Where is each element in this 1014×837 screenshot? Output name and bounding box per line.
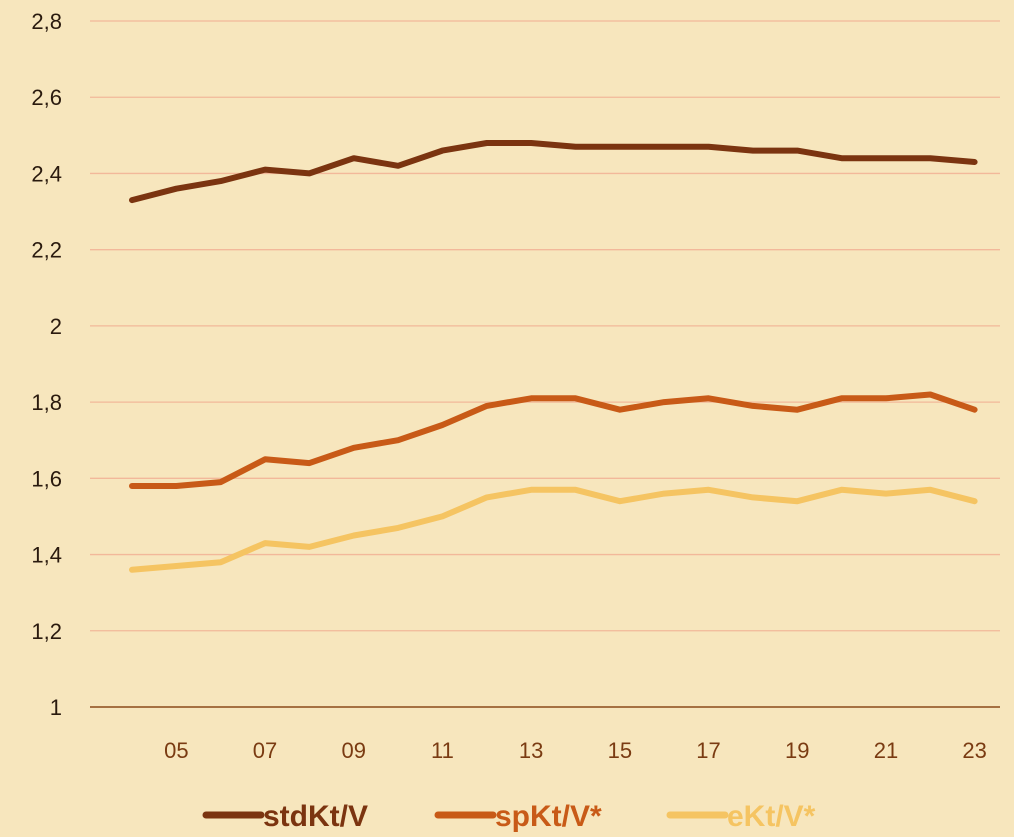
x-tick-label: 15	[608, 738, 632, 763]
y-tick-label: 2,4	[31, 161, 62, 186]
legend: stdKt/V spKt/V* eKt/V*	[202, 800, 816, 833]
series-line-ekt-v	[129, 486, 978, 573]
x-tick-label: 19	[785, 738, 809, 763]
legend-item: eKt/V*	[666, 800, 816, 833]
y-tick-label: 1,2	[31, 619, 62, 644]
x-tick-label: 13	[519, 738, 543, 763]
x-tick-label: 07	[253, 738, 277, 763]
y-tick-label: 1	[50, 695, 62, 720]
legend-label: eKt/V*	[727, 800, 816, 833]
x-tick-label: 17	[696, 738, 720, 763]
y-tick-label: 1,6	[31, 466, 62, 491]
series-line-spkt-v	[129, 391, 978, 489]
x-tick-label: 09	[342, 738, 366, 763]
y-axis-tick-labels: 1 1,2 1,4 1,6 1,8 2 2,2 2,4 2,6 2,8	[31, 9, 62, 720]
legend-item: stdKt/V	[202, 800, 368, 833]
series-lines	[129, 140, 978, 573]
x-tick-label: 21	[874, 738, 898, 763]
x-axis-tick-labels: 05 07 09 11 13 15 17 19 21 23	[164, 738, 987, 763]
series-line-stdkt-v	[129, 140, 978, 204]
x-tick-label: 05	[164, 738, 188, 763]
gridlines	[90, 20, 1000, 632]
y-tick-label: 2,8	[31, 9, 62, 34]
legend-label: spKt/V*	[495, 800, 602, 833]
x-tick-label: 23	[962, 738, 986, 763]
x-tick-label: 11	[431, 738, 454, 763]
y-tick-label: 1,4	[31, 543, 62, 568]
y-tick-label: 2,6	[31, 85, 62, 110]
y-tick-label: 1,8	[31, 390, 62, 415]
y-tick-label: 2,2	[31, 238, 62, 263]
legend-item: spKt/V*	[434, 800, 602, 833]
legend-label: stdKt/V	[263, 800, 368, 833]
y-tick-label: 2	[50, 314, 62, 339]
